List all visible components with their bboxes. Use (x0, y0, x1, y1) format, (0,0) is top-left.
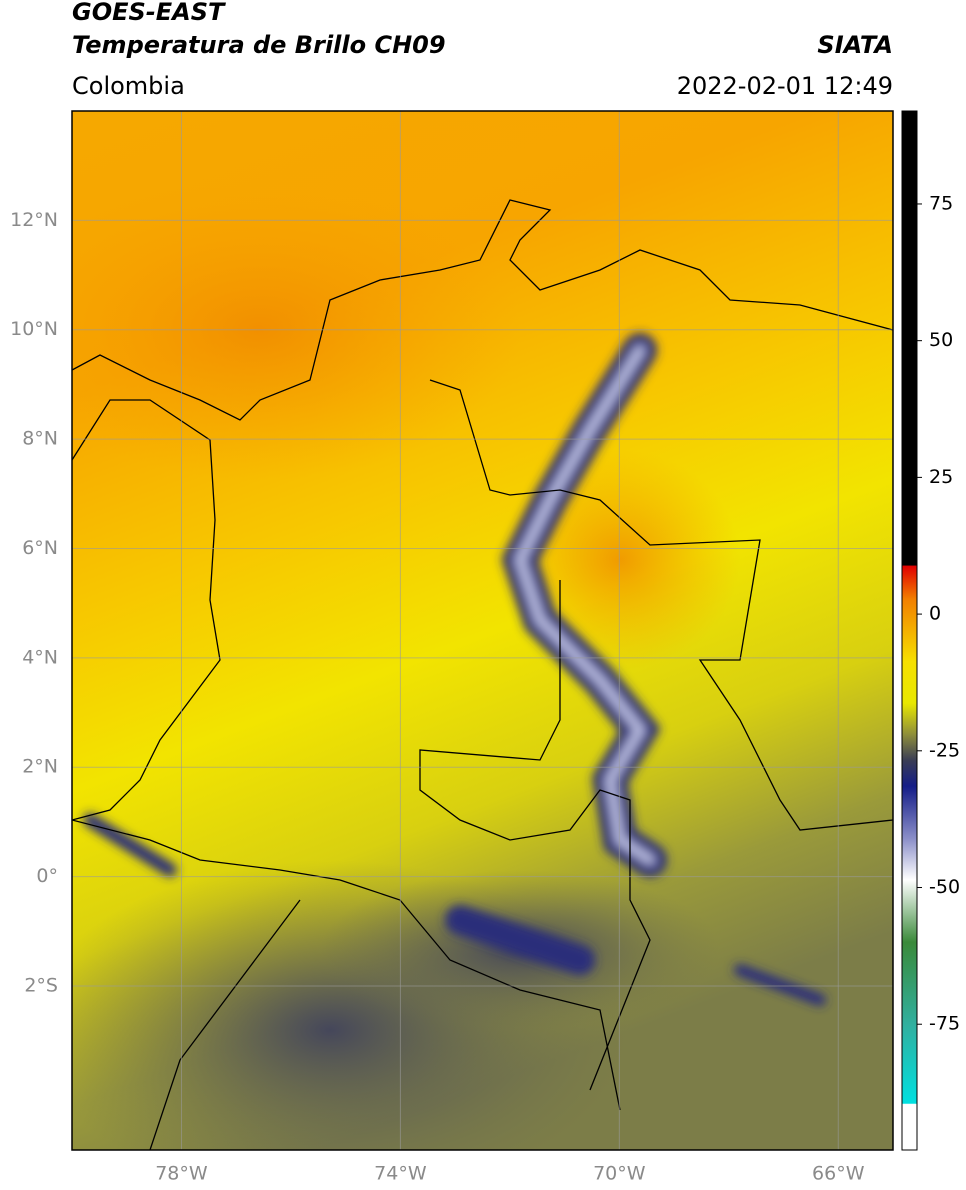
colorbar-tick-label: 75 (929, 192, 953, 214)
product: Temperatura de Brillo CH09 (72, 31, 446, 59)
colorbar (901, 110, 918, 1151)
lat-tick-label: 10°N (10, 318, 58, 340)
colorbar-tick-label: -25 (929, 739, 960, 761)
colorbar-tick-label: 0 (929, 603, 941, 625)
lat-tick-label: 2°S (24, 974, 58, 996)
colorbar-tick-label: 25 (929, 466, 953, 488)
region: Colombia (72, 72, 185, 100)
lon-tick-label: 78°W (155, 1163, 208, 1185)
satellite: GOES-EAST (72, 0, 226, 26)
map-image (72, 111, 893, 1150)
colorbar-tick-label: -50 (929, 876, 960, 898)
datetime: 2022-02-01 12:49 (677, 72, 893, 100)
lon-tick-label: 74°W (374, 1163, 427, 1185)
colorbar-tick-label: -75 (929, 1013, 960, 1035)
graticule (72, 111, 893, 1150)
lat-tick-label: 4°N (22, 646, 58, 668)
lat-tick-label: 8°N (22, 428, 58, 450)
lon-tick-label: 70°W (593, 1163, 646, 1185)
colorbar-tick-label: 50 (929, 329, 953, 351)
lat-tick-label: 6°N (22, 537, 58, 559)
lon-tick-label: 66°W (812, 1163, 865, 1185)
lat-tick-label: 12°N (10, 209, 58, 231)
source: SIATA (817, 31, 893, 59)
lat-tick-label: 2°N (22, 756, 58, 778)
map-frame (71, 110, 894, 1151)
lat-tick-label: 0° (36, 865, 58, 887)
